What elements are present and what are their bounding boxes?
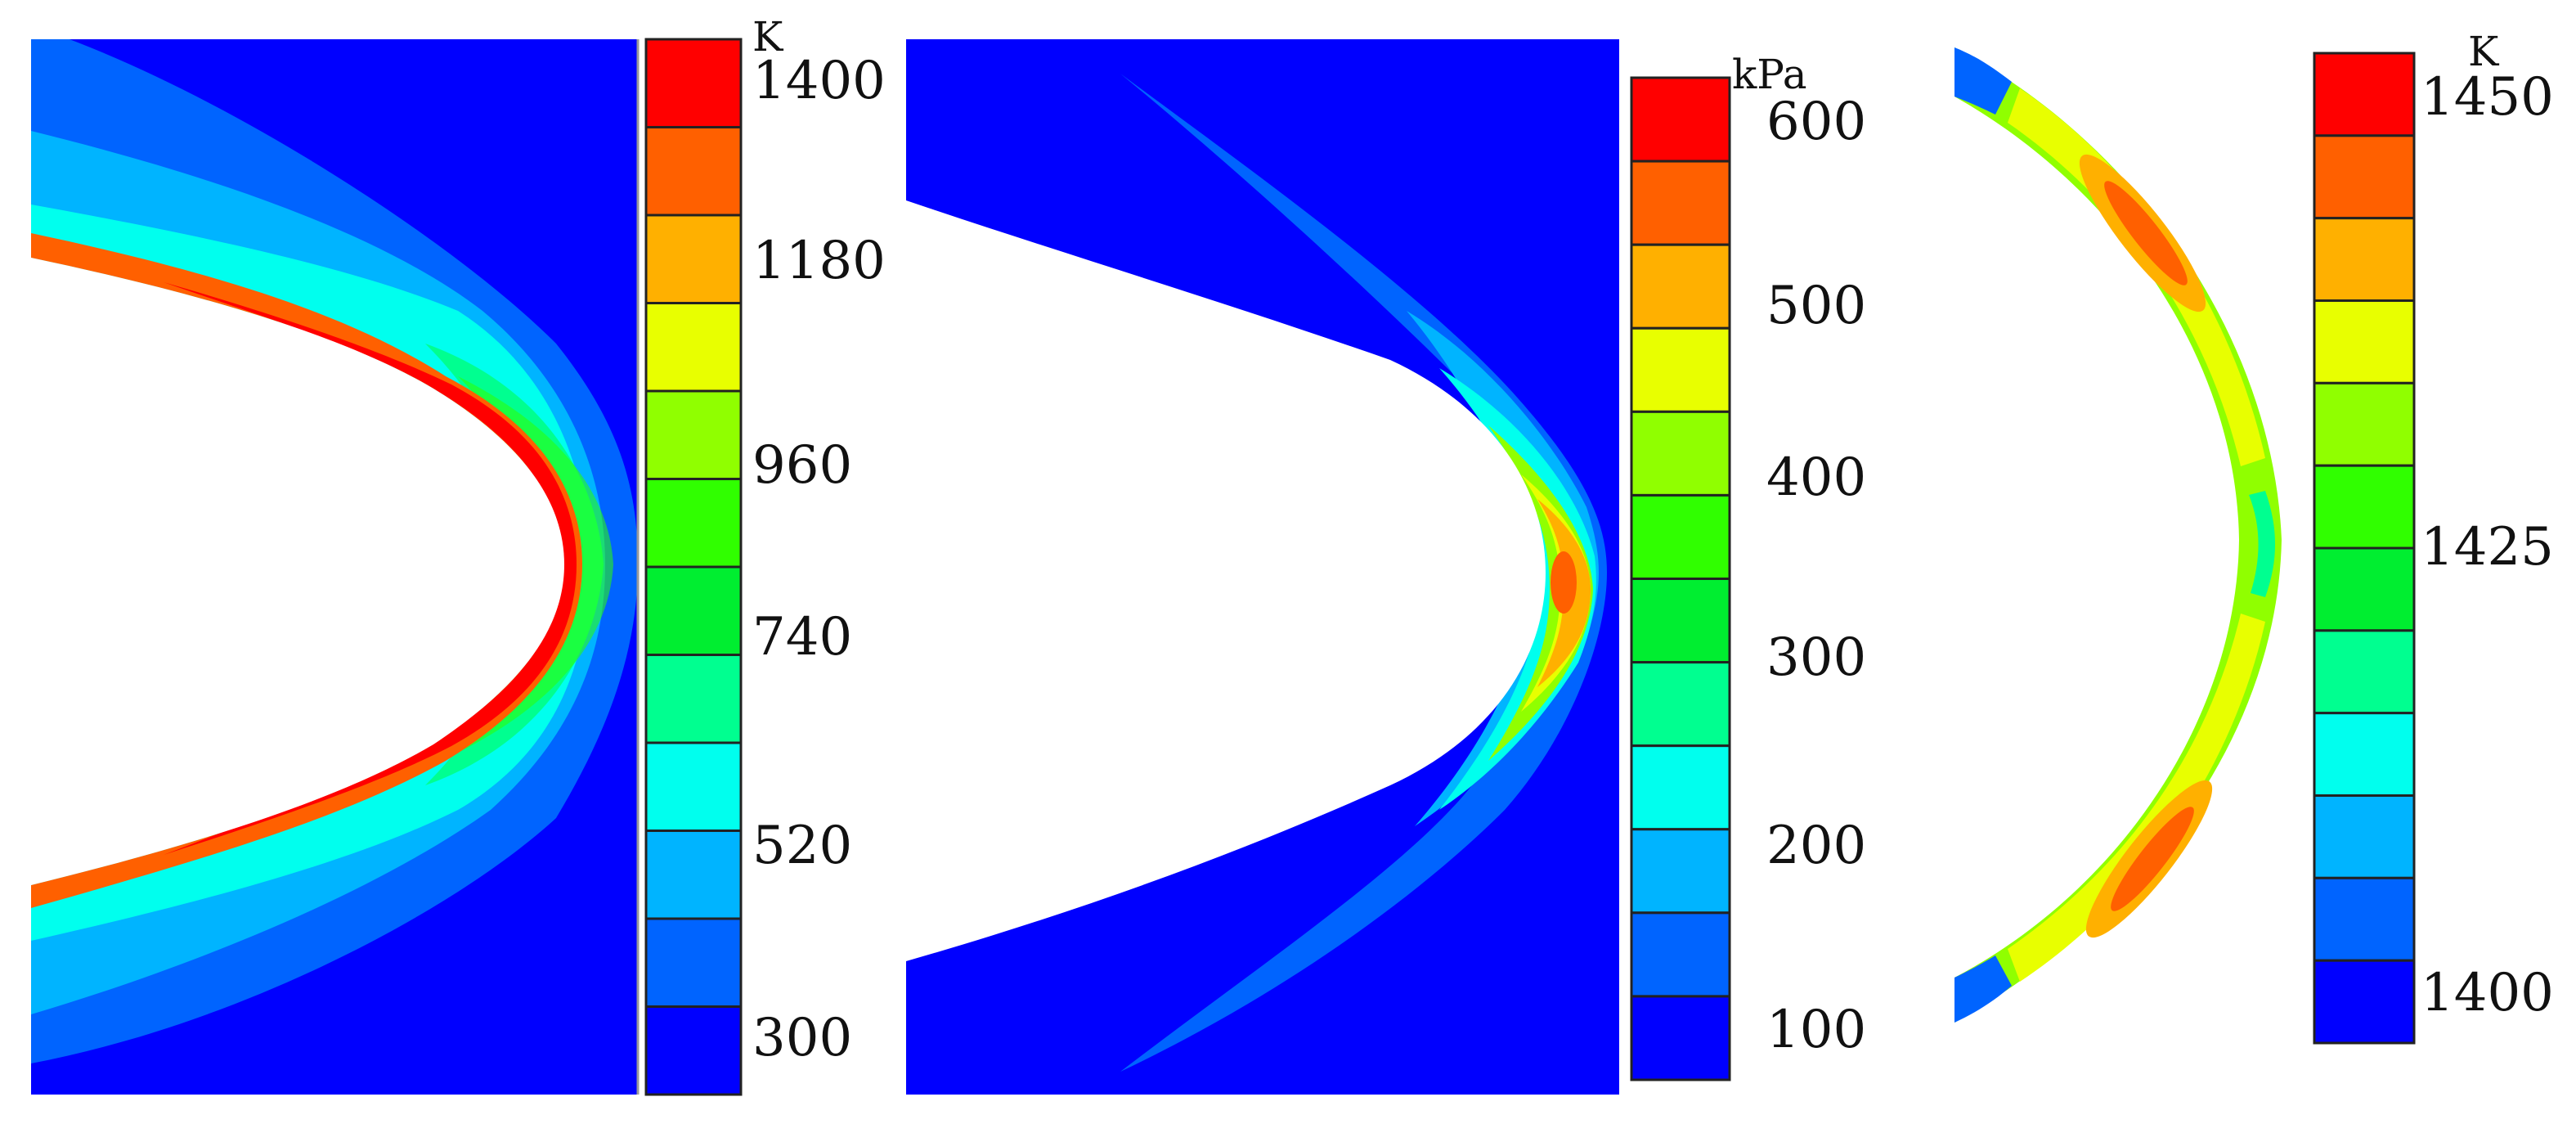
colorbar-swatch (644, 741, 743, 832)
colorbar-swatch (1630, 995, 1731, 1081)
colorbar-tick-label: 300 (1766, 627, 1866, 688)
colorbar-swatch (644, 478, 743, 569)
colorbar-tick-label: 600 (1766, 92, 1866, 152)
colorbar-tick-label: 960 (752, 435, 852, 496)
contour-band (2008, 614, 2265, 982)
colorbar-swatch (644, 654, 743, 744)
colorbar-tick-label: 740 (752, 607, 852, 668)
colorbar-swatch (1630, 911, 1731, 998)
colorbar-swatch (2313, 794, 2416, 879)
colorbar-swatch (1630, 76, 1731, 163)
colorbar-swatch (644, 1005, 743, 1096)
colorbar-swatch (2313, 959, 2416, 1045)
colorbar-swatch (1630, 744, 1731, 831)
contour-band (1521, 474, 1591, 712)
colorbar-swatch (2313, 134, 2416, 220)
colorbar-swatch (2313, 217, 2416, 302)
colorbar-swatch (2313, 712, 2416, 798)
contour-band (1954, 955, 2012, 1023)
vehicle-body (906, 200, 1546, 961)
colorbar-swatch (644, 830, 743, 920)
contour-band (2008, 88, 2265, 466)
colorbar-swatch (644, 917, 743, 1008)
colorbar-tick-label: 500 (1766, 276, 1866, 336)
colorbar-tick-label: 1450 (2421, 67, 2554, 128)
contour-band (458, 376, 613, 753)
contour-band (1954, 47, 2012, 115)
colorbar-swatch (1630, 326, 1731, 413)
hot-spot (2111, 807, 2194, 911)
colorbar-tick-label: 1400 (752, 51, 886, 111)
colorbar-swatch (2313, 381, 2416, 467)
colorbar-swatch (1630, 578, 1731, 664)
colorbar-unit: kPa (1732, 51, 1807, 98)
colorbar-unit: K (2468, 28, 2500, 75)
vehicle-body (31, 258, 564, 885)
colorbar-swatch (2313, 299, 2416, 384)
colorbar-swatch (1630, 493, 1731, 581)
contour-band (2249, 491, 2276, 597)
colorbar-swatch (2313, 629, 2416, 715)
colorbar-swatch (1630, 243, 1731, 330)
contour-band (1439, 368, 1596, 810)
colorbar-swatch (2313, 876, 2416, 962)
colorbar-swatch (644, 38, 743, 128)
colorbar-swatch (644, 565, 743, 656)
colorbar-swatch (644, 214, 743, 304)
colorbar-swatch (1630, 160, 1731, 246)
colorbar-swatch (644, 126, 743, 217)
colorbar-swatch (1630, 661, 1731, 748)
colorbar-swatch (1630, 828, 1731, 915)
colorbar-unit: K (752, 13, 784, 61)
colorbar-tick-label: 1425 (2421, 517, 2554, 578)
colorbar-tick-label: 100 (1766, 1000, 1866, 1060)
colorbar-tick-label: 1400 (2421, 963, 2554, 1023)
hot-spot (2104, 181, 2188, 285)
colorbar-swatch (2313, 546, 2416, 632)
colorbar-swatch (2313, 52, 2416, 137)
colorbar-swatch (1630, 410, 1731, 497)
colorbar-tick-label: 1180 (752, 231, 886, 291)
colorbar-swatch (2313, 464, 2416, 550)
colorbar-tick-label: 200 (1766, 816, 1866, 876)
colorbar-tick-label: 520 (752, 816, 852, 876)
contour-band (1120, 74, 1607, 1072)
colorbar-swatch (644, 389, 743, 480)
colorbar-tick-label: 400 (1766, 447, 1866, 508)
colorbar-tick-label: 300 (752, 1008, 852, 1068)
stagnation-peak (1551, 551, 1577, 614)
colorbar-swatch (644, 302, 743, 393)
